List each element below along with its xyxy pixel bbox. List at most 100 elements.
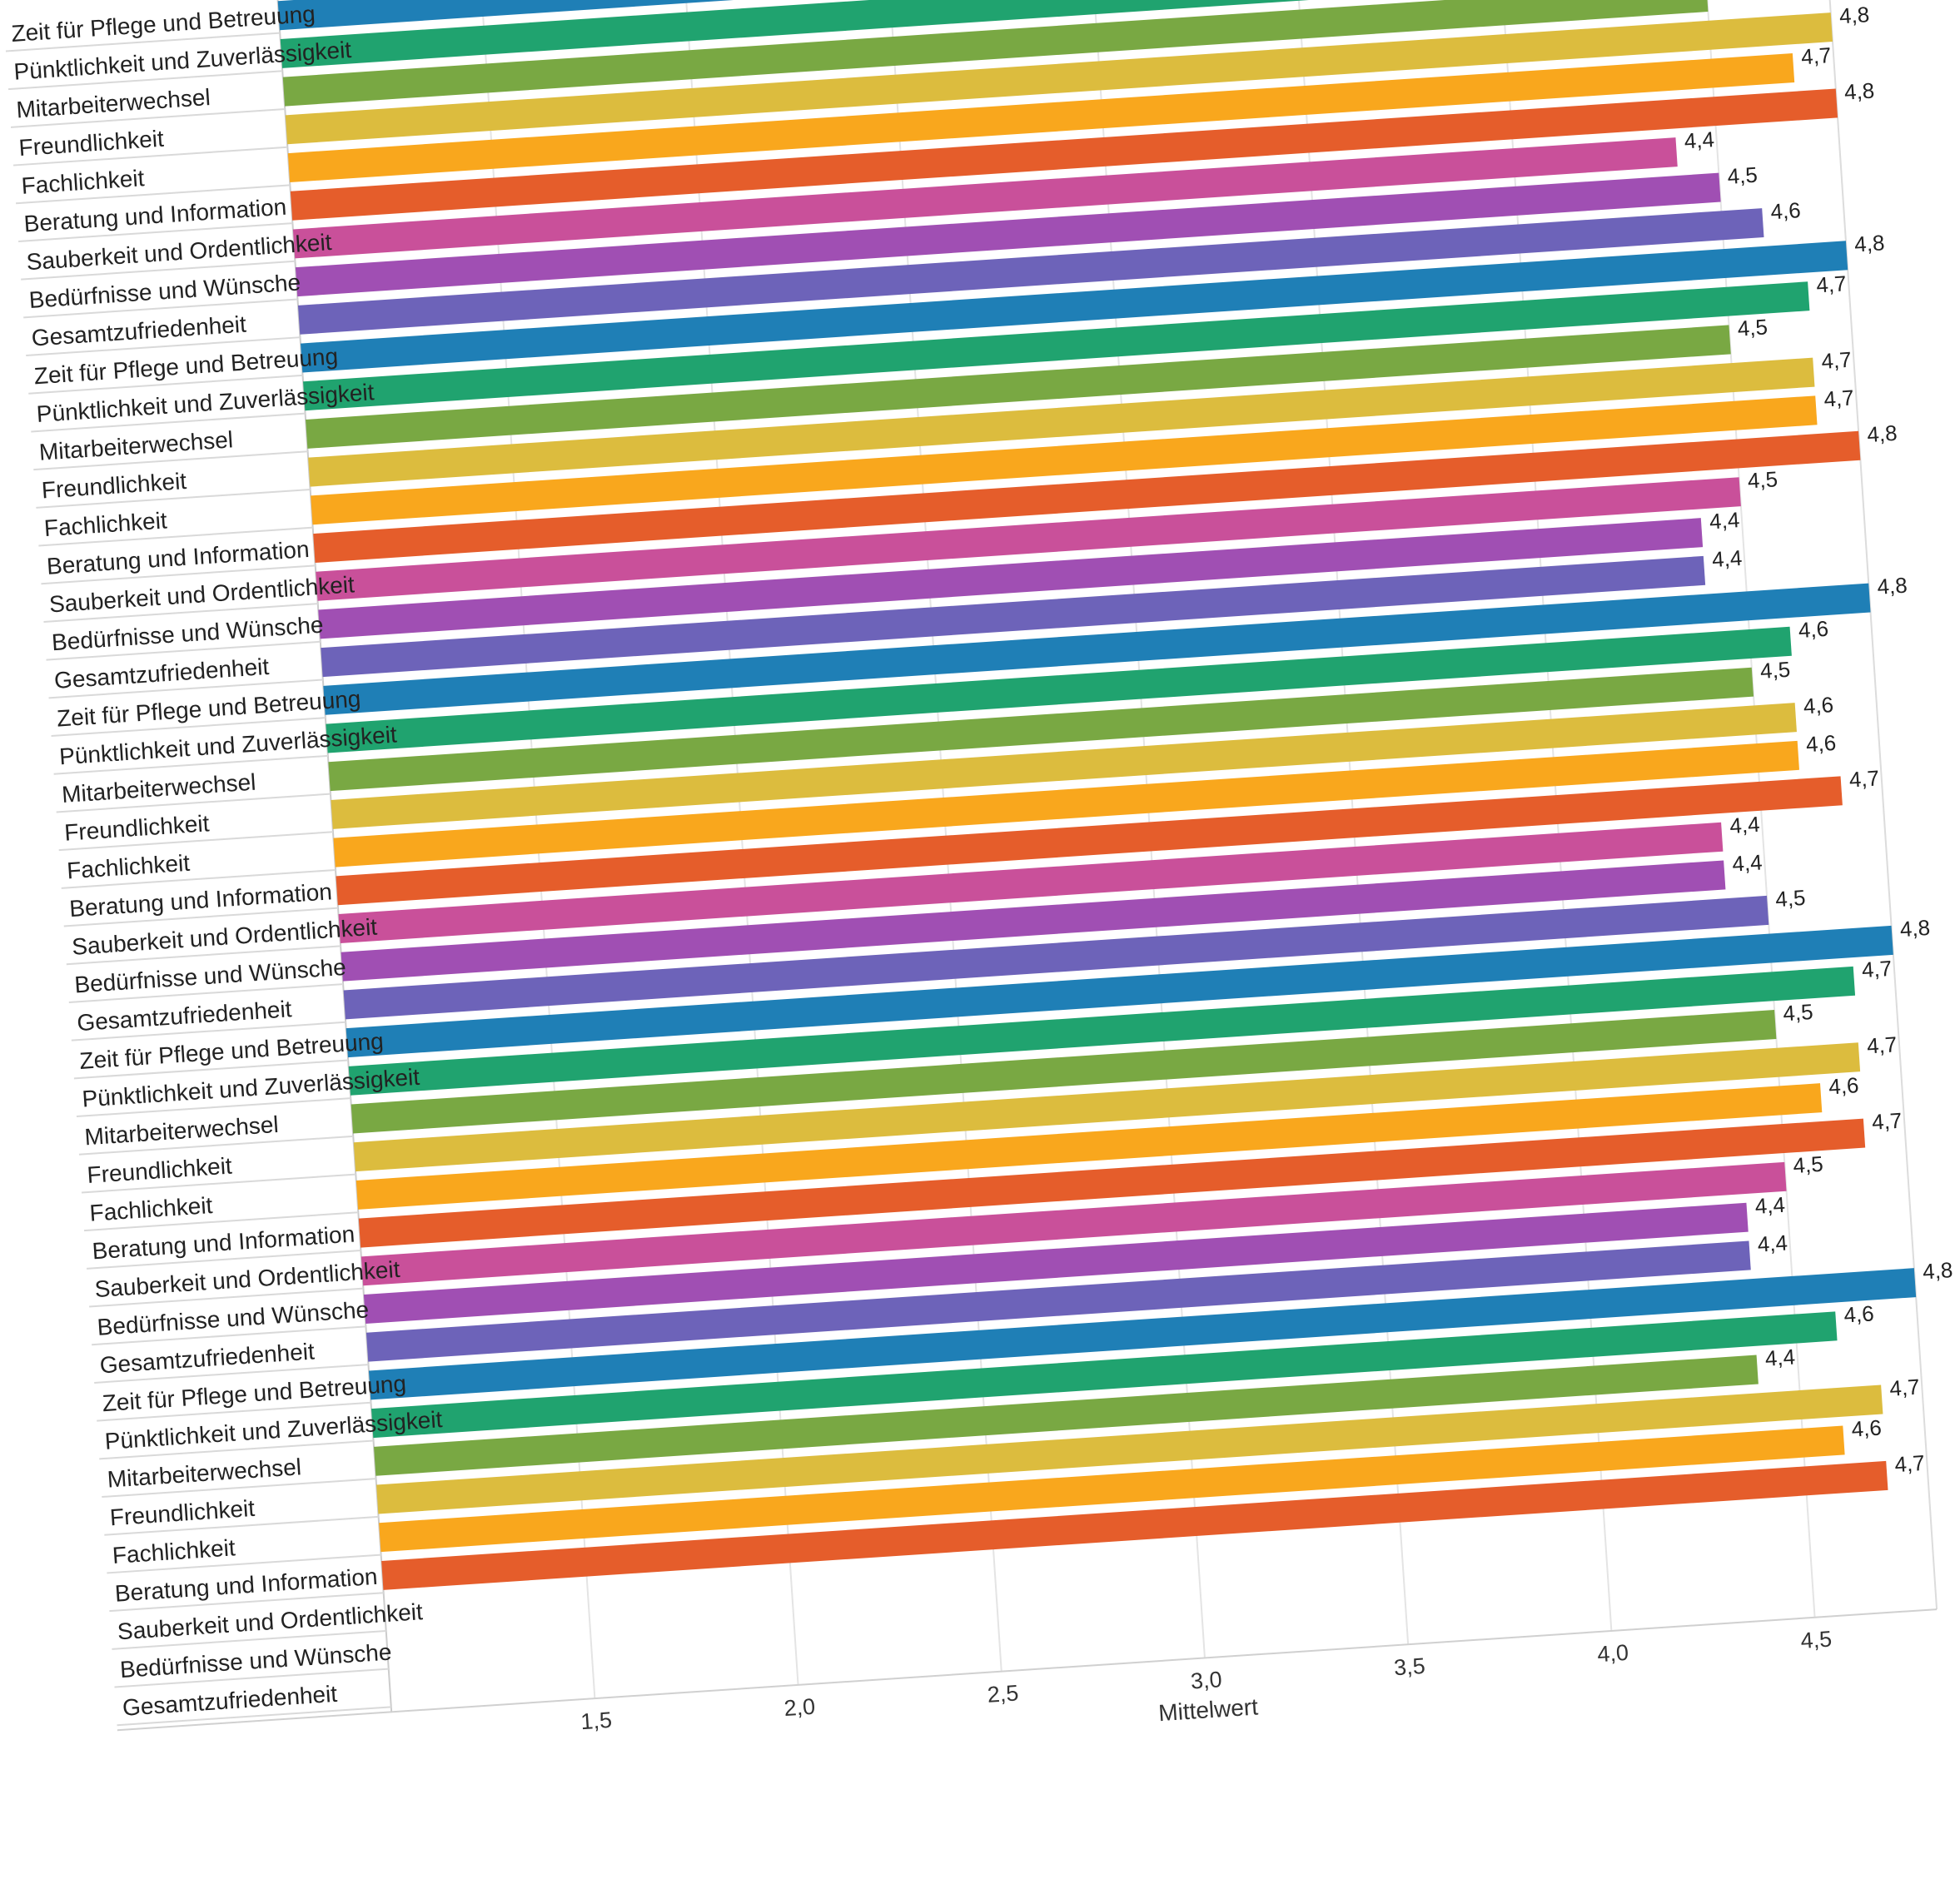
category-label: Freundlichkeit: [41, 468, 187, 503]
bar-value-label: 4,6: [1828, 1072, 1859, 1099]
bar-value-label: 4,5: [1759, 657, 1791, 684]
bar-value-label: 4,7: [1815, 271, 1847, 297]
bar-value-label: 4,5: [1737, 314, 1768, 341]
bar: [326, 626, 1792, 753]
row-separator: [41, 564, 316, 585]
row-separator: [68, 983, 344, 1003]
bar: [363, 1202, 1749, 1324]
category-label: Gesamtzufriedenheit: [31, 311, 247, 351]
bar-value-label: 4,4: [1711, 545, 1743, 572]
row-separator: [63, 907, 339, 927]
bar: [361, 1161, 1787, 1286]
bar: [285, 12, 1833, 145]
row-separator: [48, 679, 323, 699]
bar-value-label: 4,8: [1838, 2, 1870, 28]
bar: [379, 1425, 1845, 1553]
bar: [333, 740, 1799, 867]
bar-value-label: 4,7: [1871, 1108, 1903, 1135]
row-separator: [26, 336, 301, 357]
row-separator: [117, 1706, 391, 1727]
bar: [356, 1083, 1823, 1210]
bar: [351, 1010, 1777, 1134]
bar: [336, 776, 1843, 906]
bar-value-label: 4,8: [1843, 77, 1875, 104]
category-label: Freundlichkeit: [63, 810, 210, 845]
bar: [318, 518, 1704, 639]
bar: [348, 966, 1856, 1096]
row-separator: [28, 374, 303, 395]
row-separator: [109, 1592, 384, 1613]
bar: [295, 172, 1721, 297]
category-label: Fachlichkeit: [112, 1534, 236, 1568]
row-separator: [66, 945, 341, 966]
row-separator: [58, 831, 334, 852]
row-separator: [36, 488, 311, 509]
bar: [303, 281, 1810, 411]
x-tick-label: 2,0: [784, 1694, 816, 1721]
x-tick-label: 4,0: [1596, 1640, 1629, 1667]
category-label: Fachlichkeit: [43, 507, 168, 541]
bar-value-label: 4,7: [1888, 1374, 1920, 1400]
bar-value-label: 4,6: [1805, 730, 1837, 757]
bar: [343, 895, 1769, 1020]
bar-value-label: 4,7: [1894, 1450, 1926, 1477]
category-label: Gesamtzufriedenheit: [76, 996, 292, 1036]
row-separator: [114, 1668, 389, 1688]
row-separator: [107, 1553, 381, 1574]
bar: [376, 1384, 1883, 1514]
row-separator: [81, 1173, 356, 1194]
category-label: Freundlichkeit: [18, 126, 165, 161]
bar: [300, 241, 1848, 373]
bar: [341, 860, 1726, 982]
bar-value-label: 4,7: [1820, 347, 1852, 374]
bar-value-label: 4,8: [1922, 1257, 1953, 1284]
bar-value-label: 4,6: [1770, 197, 1802, 224]
bar-value-label: 4,8: [1866, 420, 1898, 447]
bar: [290, 88, 1838, 221]
bar-value-label: 4,4: [1731, 849, 1763, 876]
row-separator: [71, 1021, 346, 1041]
category-label: Sauberkeit und Ordentlichkeit: [117, 1598, 424, 1644]
row-separator: [78, 1135, 354, 1156]
category-label: Mitarbeiterwechsel: [107, 1454, 302, 1492]
bar: [358, 1118, 1866, 1248]
bar-value-label: 4,5: [1747, 466, 1778, 493]
row-separator: [23, 298, 298, 319]
x-tick-label: 3,0: [1190, 1667, 1222, 1693]
category-label: Fachlichkeit: [66, 850, 191, 884]
category-label: Mitarbeiterwechsel: [38, 426, 234, 465]
bar-value-label: 4,5: [1727, 162, 1759, 189]
bar-value-label: 4,7: [1823, 385, 1855, 411]
category-label: Zeit für Pflege und Betreuung: [102, 1370, 407, 1416]
bar: [331, 703, 1797, 829]
bar-value-label: 4,4: [1764, 1345, 1796, 1371]
category-label: Gesamtzufriedenheit: [53, 654, 270, 693]
bar-value-label: 4,6: [1803, 692, 1834, 718]
bar-value-label: 4,4: [1684, 127, 1715, 153]
bar-value-label: 4,4: [1729, 812, 1760, 838]
bar: [381, 1460, 1888, 1590]
row-separator: [83, 1211, 359, 1232]
bar-value-label: 4,8: [1853, 230, 1885, 256]
bar: [306, 325, 1731, 449]
bar: [338, 822, 1724, 943]
category-label: Mitarbeiterwechsel: [61, 769, 256, 808]
category-label: Gesamtzufriedenheit: [99, 1338, 316, 1378]
bar: [371, 1311, 1838, 1439]
row-separator: [18, 222, 293, 242]
category-label: Freundlichkeit: [109, 1495, 256, 1530]
category-label: Zeit für Pflege und Betreuung: [11, 1, 316, 47]
bar-value-label: 4,4: [1754, 1192, 1786, 1219]
bar-value-label: 4,5: [1793, 1151, 1824, 1178]
x-axis-line: [117, 1608, 1938, 1732]
row-separator: [38, 526, 313, 547]
row-separator: [46, 640, 321, 661]
row-separator: [16, 184, 291, 205]
category-label: Sauberkeit und Ordentlichkeit: [48, 571, 356, 617]
bar: [308, 357, 1815, 487]
bar: [292, 137, 1678, 259]
row-separator: [51, 717, 326, 738]
bar-value-label: 4,7: [1861, 956, 1893, 982]
bar: [366, 1240, 1751, 1362]
